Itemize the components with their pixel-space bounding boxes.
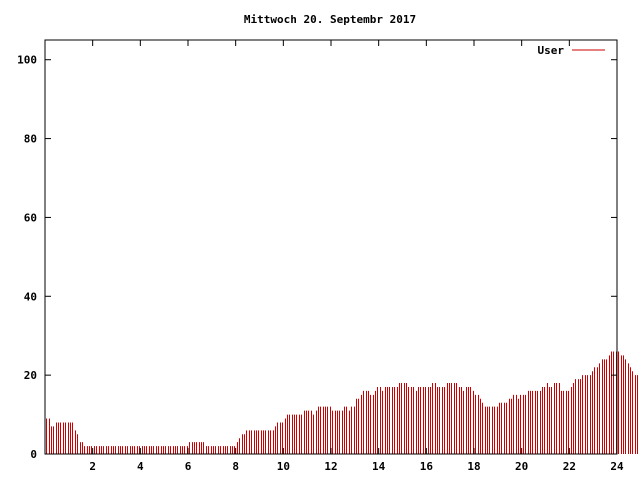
y-tick-label: 100 — [17, 54, 37, 67]
x-tick-label: 24 — [610, 460, 624, 473]
x-tick-label: 16 — [420, 460, 434, 473]
y-tick-label: 80 — [24, 133, 37, 146]
legend: User — [538, 44, 605, 57]
x-tick-label: 14 — [372, 460, 386, 473]
x-tick-label: 12 — [324, 460, 337, 473]
plot-frame — [44, 39, 618, 455]
y-tick-label: 40 — [24, 290, 37, 303]
y-tick-label: 20 — [24, 369, 37, 382]
bars-group — [46, 351, 638, 454]
x-tick-label: 4 — [137, 460, 144, 473]
x-tick-label: 6 — [185, 460, 192, 473]
y-tick-label: 0 — [30, 448, 37, 461]
x-tick-label: 22 — [563, 460, 576, 473]
x-tick-label: 8 — [232, 460, 239, 473]
chart-title: Mittwoch 20. Septembr 2017 — [244, 13, 416, 26]
legend-label-user: User — [538, 44, 565, 57]
x-tick-label: 20 — [515, 460, 528, 473]
y-tick-label: 60 — [24, 211, 37, 224]
x-tick-label: 18 — [467, 460, 480, 473]
x-tick-label: 10 — [277, 460, 290, 473]
x-tick-label: 2 — [89, 460, 96, 473]
